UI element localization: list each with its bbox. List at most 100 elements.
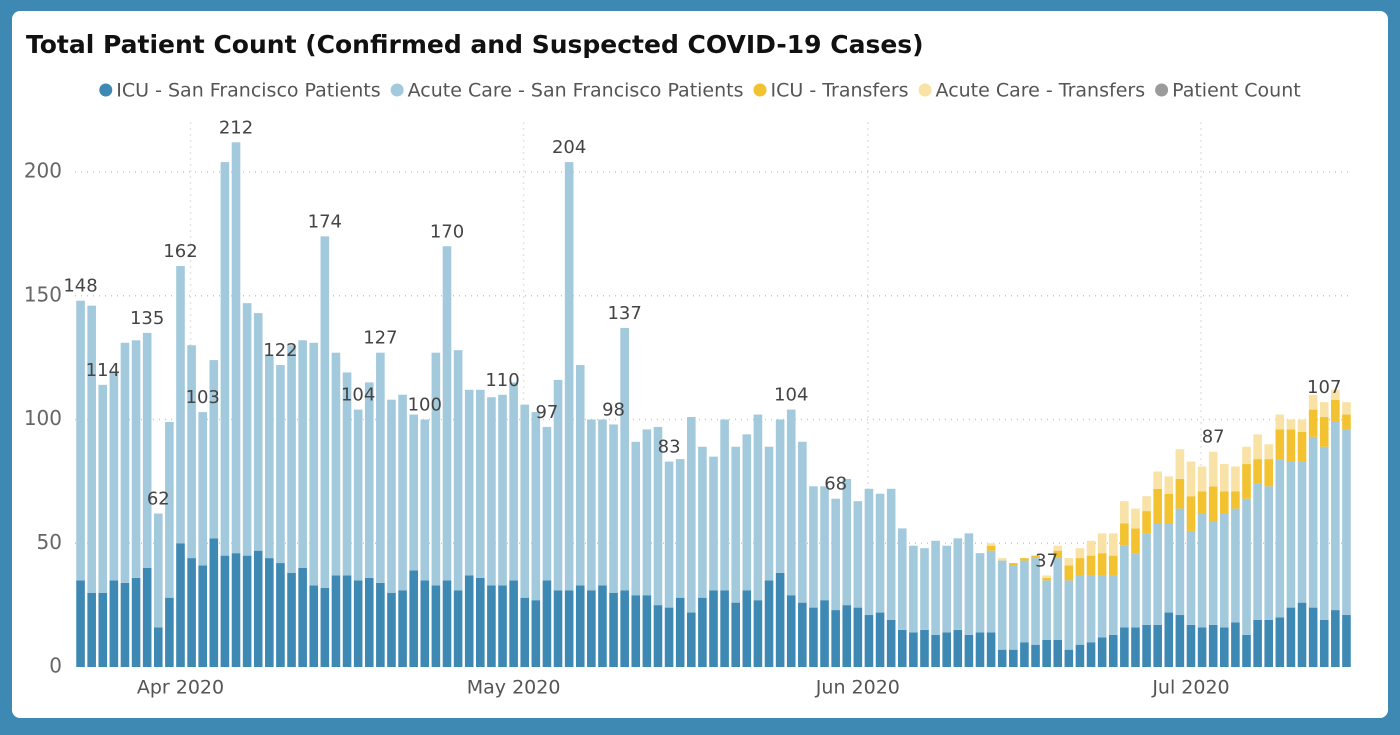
bar-segment [376,582,385,667]
bar-segment [1031,558,1040,645]
bar-segment [498,585,507,667]
bar-segment [420,580,430,667]
data-label: 87 [1202,427,1225,448]
data-label: 83 [658,437,681,458]
bar-segment [1253,483,1262,620]
bar-segment [964,533,974,635]
bar-segment [1319,417,1329,447]
bar-segment [298,340,307,568]
data-label: 114 [86,360,120,381]
bar-segment [809,607,818,667]
data-label: 107 [1307,377,1341,398]
bar-segment [509,580,518,667]
bar-segment [775,419,785,573]
legend-label: Acute Care - Transfers [936,80,1146,102]
bar-segment [720,590,729,667]
bar-segment [609,592,618,667]
bar-segment [1131,528,1140,554]
bar-segment [975,632,985,667]
data-label: 62 [147,489,170,510]
bar-segment [798,441,807,603]
bar-segment [542,426,552,581]
bar-segment [1231,622,1240,667]
bar-segment [509,382,518,581]
bar-segment [1297,419,1307,432]
bar-segment [1009,649,1018,667]
bar-segment [520,404,530,598]
bar-segment [142,332,152,568]
bar-segment [1186,496,1196,531]
bar-segment [1075,558,1085,576]
bar-segment [1120,523,1129,546]
bar-segment [1108,555,1118,576]
bar-segment [609,424,618,593]
bar-segment [120,582,130,667]
bar-segment [1131,553,1140,628]
bar-segment [242,555,252,667]
bar-segment [231,142,241,554]
bar-segment [1297,431,1307,462]
bar-segment [1108,533,1118,556]
bar-segment [1275,414,1285,430]
bar-segment [464,575,474,667]
bar-segment [1331,389,1340,400]
data-label: 135 [130,308,164,329]
bar-segment [831,610,840,667]
bar-segment [1331,610,1340,667]
bar-segment [331,575,341,667]
data-label: 212 [219,117,253,138]
bar-segment [265,355,274,559]
bar-segment [1242,446,1251,465]
bar-segment [986,545,996,551]
bar-segment [920,548,929,630]
bar-segment [276,563,285,667]
bar-segment [431,585,441,667]
bar-segment [198,565,207,667]
bar-segment [1020,642,1029,667]
bar-segment [265,558,274,667]
bar-segment [731,446,741,603]
bar-segment [764,446,774,581]
bar-segment [975,553,985,633]
bar-segment [986,550,996,633]
bar-segment [1142,624,1151,667]
bar-segment [897,629,907,667]
bar-segment [698,446,707,598]
data-label: 104 [774,385,808,406]
bar-segment [1253,619,1262,667]
bar-segment [820,486,829,601]
bar-segment [798,602,807,667]
bar-segment [1308,394,1318,410]
bar-segment [220,162,230,556]
bar-segment [131,577,141,667]
bar-segment [1275,459,1285,618]
bar-segment [464,389,474,576]
legend-label: Patient Count [1172,80,1301,102]
bar-segment [1231,466,1240,492]
data-label: 137 [607,303,641,324]
bar-segment [820,600,829,667]
bar-segment [1031,555,1040,559]
bar-segment [909,632,918,667]
bar-segment [1297,602,1307,667]
bar-segment [1042,639,1051,667]
bar-segment [120,342,130,583]
bar-segment [753,600,763,667]
bar-segment [542,580,552,667]
bar-segment [1164,476,1174,494]
bar-segment [675,459,685,598]
bar-segment [1153,523,1162,625]
bar-segment [909,545,918,633]
bar-segment [897,528,907,630]
bar-segment [1253,434,1262,460]
legend-marker [99,83,113,97]
bar-segment [1097,637,1107,667]
bar-segment [242,303,252,556]
bar-segment [476,577,485,667]
bar-segment [1264,619,1274,667]
bar-segment [920,629,929,667]
bar-segment [153,627,163,667]
bar-segment [709,456,718,591]
bar-segment [420,419,430,581]
